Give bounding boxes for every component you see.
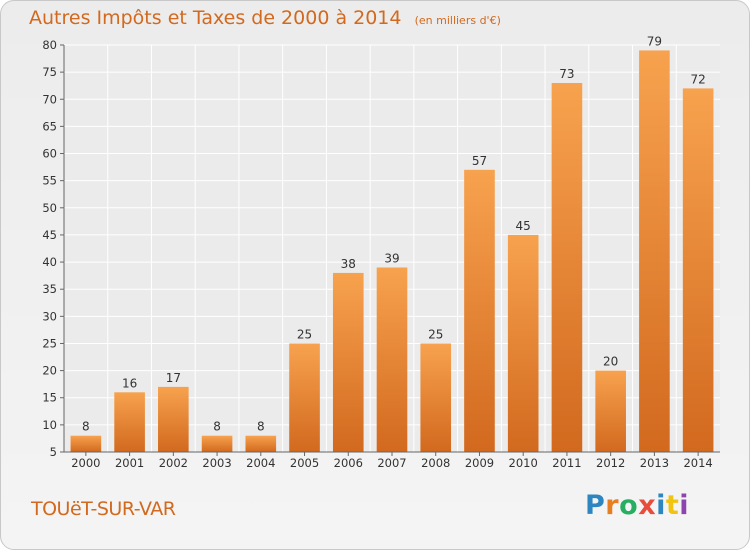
y-tick-label: 25 [42,336,57,350]
bar [114,392,145,452]
data-label: 25 [428,327,443,341]
logo-letter: o [619,490,639,521]
x-tick-label: 2014 [683,456,712,470]
data-label: 17 [166,371,181,385]
proxiti-logo: Proxiti [585,490,689,521]
data-label: 45 [516,219,531,233]
y-tick-label: 15 [42,391,57,405]
y-tick-label: 80 [42,38,57,52]
x-tick-label: 2003 [202,456,231,470]
bar-layer [70,50,714,452]
y-tick-label: 50 [42,201,57,215]
bar [595,370,626,452]
chart-subtitle: (en milliers d'€) [414,14,501,27]
bar [158,386,189,452]
data-label: 8 [257,420,265,434]
data-label: 20 [603,355,618,369]
logo-letter: P [585,490,606,521]
x-tick-label: 2011 [552,456,581,470]
bar [551,82,583,452]
x-tick-label: 2002 [159,456,188,470]
data-label: 38 [341,257,356,271]
chart-title: Autres Impôts et Taxes de 2000 à 2014 [29,7,402,29]
logo-letter: i [656,490,666,521]
x-tick-label: 2008 [421,456,450,470]
y-tick-label: 20 [42,364,57,378]
bar [420,343,452,452]
data-label: 8 [82,420,90,434]
y-tick-label: 30 [42,309,57,323]
bar [682,88,714,452]
data-label: 57 [472,154,487,168]
data-label: 25 [297,327,312,341]
y-tick-label: 65 [42,119,57,133]
logo-letter: t [665,490,680,521]
y-tick-label: 35 [42,282,57,296]
y-tick-label: 40 [42,255,57,269]
bar [639,50,670,452]
y-tick-label: 70 [42,92,57,106]
x-tick-label: 2007 [377,456,406,470]
data-label: 73 [559,67,574,81]
y-tick-label: 5 [50,445,57,459]
axis-layer: 5 10 15 20 25 30 35 40 45 50 55 60 65 70 75 80 2000 2001 2… [42,38,720,470]
bar [507,234,539,452]
bar [289,343,320,452]
x-tick-label: 2000 [71,456,100,470]
y-tick-label: 45 [42,228,57,242]
logo-letter: x [638,490,657,521]
bar [245,435,277,452]
x-tick-label: 2010 [509,456,538,470]
data-label: 16 [122,376,137,390]
y-tick-label: 60 [42,147,57,161]
x-tick-label: 2012 [596,456,625,470]
x-tick-label: 2001 [115,456,144,470]
title-row: Autres Impôts et Taxes de 2000 à 2014 (e… [29,7,501,29]
x-tick-label: 2013 [640,456,669,470]
logo-letter: r [605,490,620,521]
x-tick-label: 2004 [246,456,275,470]
bar [70,435,102,452]
y-tick-label: 10 [42,418,57,432]
bar [376,267,408,452]
data-label: 39 [384,251,399,265]
data-label: 79 [647,34,662,48]
commune-name: TOUëT-SUR-VAR [31,498,176,520]
label-layer: 8 16 17 8 8 25 38 39 25 57 45 73 20 79 72 [82,34,706,433]
y-tick-label: 75 [42,65,57,79]
y-tick-label: 55 [42,174,57,188]
bar [201,435,233,452]
x-tick-label: 2005 [290,456,319,470]
x-tick-label: 2006 [334,456,363,470]
data-label: 72 [690,72,705,86]
logo-letter: i [679,490,690,521]
data-label: 8 [213,420,221,434]
bar [332,272,364,452]
bar [464,169,495,452]
x-tick-label: 2009 [465,456,494,470]
